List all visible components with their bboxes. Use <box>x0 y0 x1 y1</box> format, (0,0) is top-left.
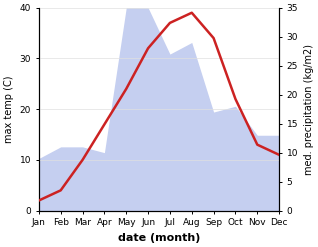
Y-axis label: max temp (C): max temp (C) <box>4 75 14 143</box>
Y-axis label: med. precipitation (kg/m2): med. precipitation (kg/m2) <box>304 44 314 175</box>
X-axis label: date (month): date (month) <box>118 233 200 243</box>
